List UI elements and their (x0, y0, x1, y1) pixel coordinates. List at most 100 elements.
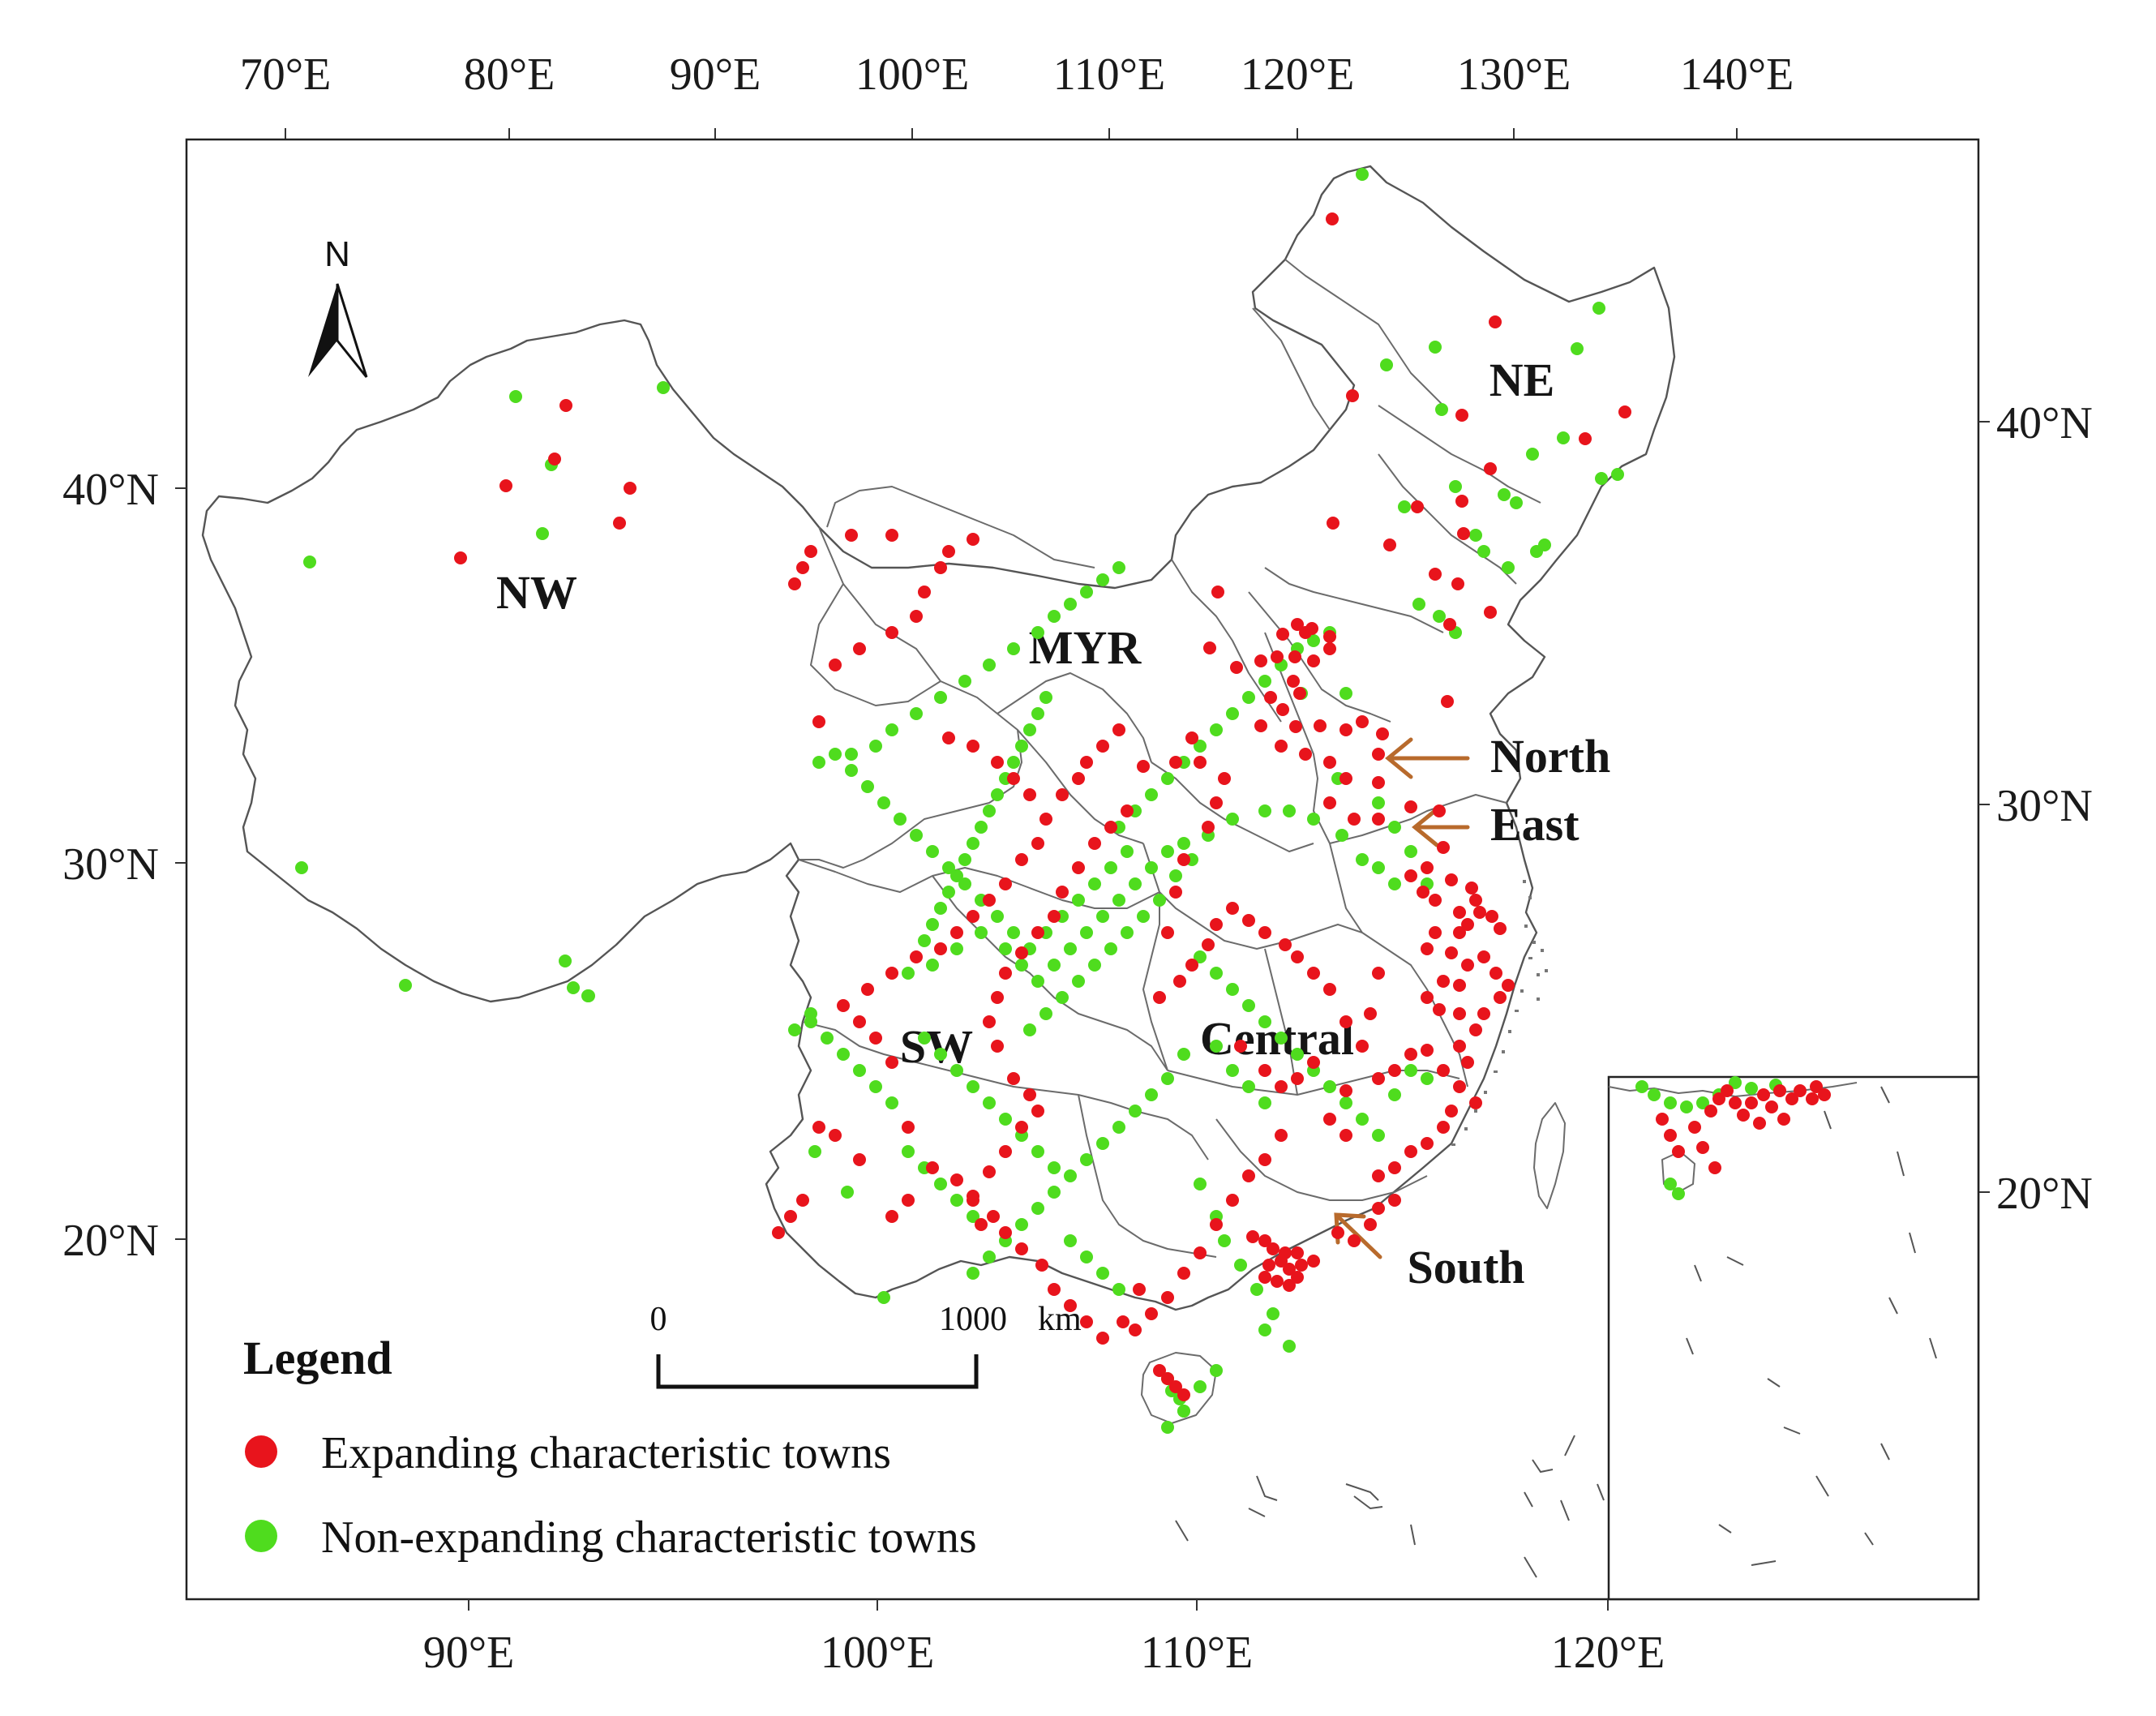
expanding-town-point (1031, 926, 1044, 939)
expanding-town-point (1258, 1064, 1271, 1077)
non-expanding-town-point (1557, 431, 1570, 444)
expanding-town-point (1039, 813, 1052, 826)
expanding-town-point (1088, 837, 1101, 850)
non-expanding-town-point (1023, 1023, 1036, 1036)
non-expanding-town-point (1161, 772, 1174, 785)
expanding-town-point (1356, 1040, 1369, 1053)
expanding-town-point (1295, 1259, 1308, 1272)
legend-title: Legend (243, 1332, 392, 1384)
expanding-town-point (1137, 760, 1150, 773)
expanding-town-point (1185, 959, 1198, 972)
non-expanding-town-point (1429, 341, 1442, 354)
expanding-town-point (1323, 983, 1336, 996)
non-expanding-town-point (1388, 1088, 1401, 1101)
expanding-town-point (1275, 1080, 1288, 1093)
expanding-town-point (853, 1153, 866, 1166)
bottom-tick-90e: 90°E (423, 1628, 515, 1678)
non-expanding-town-point (1031, 626, 1044, 639)
expanding-town-point (1453, 979, 1466, 992)
non-expanding-town-point (958, 877, 971, 890)
expanding-town-point (1721, 1084, 1734, 1097)
expanding-town-point (975, 1218, 988, 1231)
expanding-town-point (1275, 1129, 1288, 1142)
expanding-town-point (983, 1165, 996, 1178)
non-expanding-town-point (1112, 561, 1125, 574)
non-expanding-town-point (1592, 302, 1605, 315)
expanding-town-point (1364, 1007, 1377, 1020)
non-expanding-town-point (983, 1096, 996, 1109)
expanding-town-point (1314, 719, 1327, 732)
expanding-town-point (1203, 641, 1216, 654)
non-expanding-town-point (869, 1080, 882, 1093)
non-expanding-town-point (567, 981, 580, 994)
expanding-town-point (1664, 1129, 1677, 1142)
expanding-town-point (902, 1194, 915, 1207)
non-expanding-town-point (958, 675, 971, 688)
non-expanding-town-point (1433, 610, 1446, 623)
non-expanding-town-point (983, 659, 996, 671)
non-expanding-town-point (1161, 1421, 1174, 1434)
non-expanding-town-point (1680, 1100, 1693, 1113)
expanding-town-point (1056, 886, 1069, 899)
expanding-town-point (1494, 991, 1507, 1004)
expanding-town-point (1288, 650, 1301, 663)
non-expanding-town-point (869, 740, 882, 753)
expanding-town-point (1291, 1246, 1304, 1259)
expanding-town-point (1437, 975, 1450, 988)
non-expanding-town-point (1064, 942, 1077, 955)
non-expanding-town-point (1210, 1040, 1223, 1053)
expanding-town-point (1112, 723, 1125, 736)
expanding-town-point (1264, 691, 1277, 704)
non-expanding-town-point (1291, 1048, 1304, 1061)
non-expanding-town-point (1161, 1072, 1174, 1085)
expanding-town-point (1704, 1105, 1717, 1118)
expanding-town-point (1421, 991, 1434, 1004)
expanding-town-point (942, 731, 955, 744)
expanding-town-point (1121, 804, 1134, 817)
non-expanding-town-point (999, 1113, 1012, 1126)
expanding-town-point (1202, 821, 1215, 834)
non-expanding-town-point (1064, 1169, 1077, 1182)
expanding-town-point (1293, 687, 1306, 700)
expanding-town-point (1161, 1291, 1174, 1304)
expanding-town-point (1031, 1105, 1044, 1118)
expanding-town-point (1287, 675, 1300, 688)
non-expanding-town-point (1502, 561, 1515, 574)
non-expanding-town-point (950, 942, 963, 955)
expanding-town-point (967, 533, 979, 546)
expanding-town-point (1579, 432, 1592, 445)
expanding-town-point (999, 967, 1012, 980)
expanding-town-point (1080, 756, 1093, 769)
expanding-town-point (829, 1129, 842, 1142)
top-tick-120e: 120°E (1241, 49, 1355, 100)
non-expanding-town-point (991, 788, 1004, 801)
expanding-town-point (1291, 1072, 1304, 1085)
expanding-town-point (999, 1145, 1012, 1158)
expanding-town-point (1433, 1003, 1446, 1016)
expanding-town-point (1712, 1092, 1725, 1105)
expanding-town-point (1469, 1096, 1482, 1109)
non-expanding-town-point (1258, 1096, 1271, 1109)
non-expanding-town-point (983, 1251, 996, 1263)
expanding-town-point (845, 529, 858, 542)
expanding-town-point (1226, 1194, 1239, 1207)
non-expanding-town-point (926, 918, 939, 931)
expanding-town-point (1455, 495, 1468, 508)
non-expanding-town-point (841, 1186, 854, 1199)
legend-expanding-symbol (245, 1435, 277, 1468)
non-expanding-town-point (1072, 894, 1085, 907)
non-expanding-town-point (1007, 642, 1020, 655)
region-label-ne: NE (1489, 354, 1555, 406)
non-expanding-town-point (1372, 861, 1385, 874)
expanding-town-point (1656, 1113, 1669, 1126)
expanding-town-point (1461, 959, 1474, 972)
expanding-town-point (1485, 910, 1498, 923)
non-expanding-town-point (926, 845, 939, 858)
expanding-town-point (1173, 975, 1186, 988)
non-expanding-town-point (1469, 529, 1482, 542)
expanding-town-point (918, 586, 931, 598)
expanding-town-point (1283, 1279, 1296, 1292)
expanding-town-point (1421, 1044, 1434, 1057)
expanding-town-point (1441, 695, 1454, 708)
